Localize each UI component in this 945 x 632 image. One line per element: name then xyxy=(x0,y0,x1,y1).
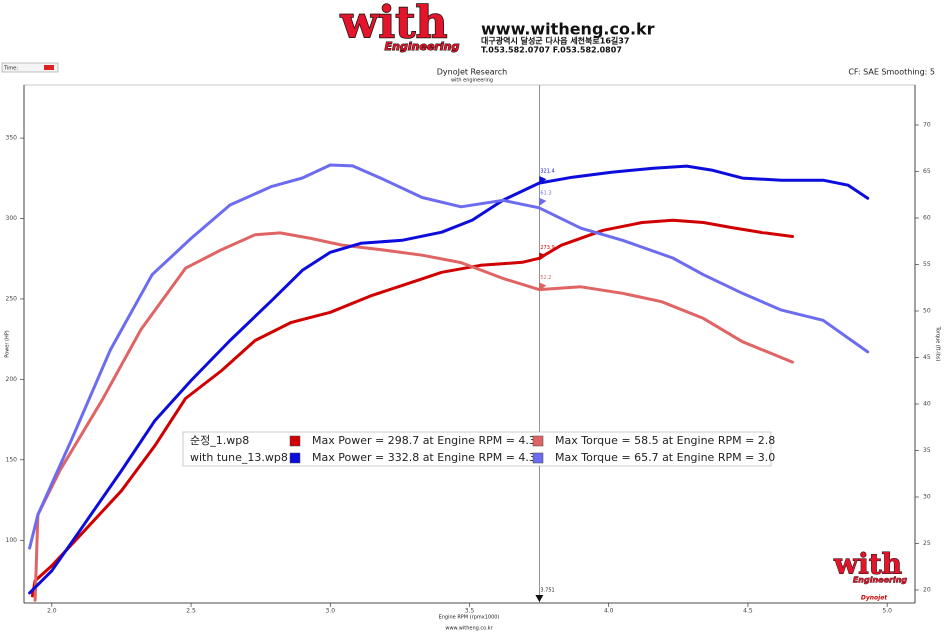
x-tick-label: 5.0 xyxy=(882,608,892,615)
x-axis-label: Engine RPM (rpmx1000) xyxy=(439,615,500,621)
cursor-readout: 273.9 xyxy=(540,245,554,251)
series-line xyxy=(30,218,794,598)
y2-tick-label: 65 xyxy=(923,168,931,175)
cursor-readout: 52.2 xyxy=(540,275,551,281)
plot-frame xyxy=(23,84,916,604)
logo: with xyxy=(340,0,448,49)
brand: Dynojet xyxy=(861,595,888,602)
y-tick-label: 200 xyxy=(6,376,18,383)
legend-entry: Max Torque = 58.5 at Engine RPM = 2.8 xyxy=(555,434,775,447)
y-tick-label: 250 xyxy=(6,295,18,302)
cursor-readout-marker xyxy=(539,282,547,291)
legend-box xyxy=(182,431,772,467)
legend-entry: Max Power = 298.7 at Engine RPM = 4.3 xyxy=(312,434,536,447)
time-indicator xyxy=(44,65,54,70)
y2-tick-label: 35 xyxy=(923,447,931,454)
y2-tick-label: 30 xyxy=(923,493,931,500)
y-tick-label: 150 xyxy=(6,456,18,463)
watermark: with xyxy=(833,548,902,581)
watermark-sub: Engineering xyxy=(853,576,908,585)
address: 대구광역시 달성군 다사읍 세천북로16길37 xyxy=(481,36,629,46)
chart-title: DynoJet Research xyxy=(437,68,508,77)
series-line xyxy=(28,164,870,595)
x-tick-label: 3.5 xyxy=(465,608,475,615)
cursor-readout: 321.4 xyxy=(540,169,554,175)
cursor-marker xyxy=(535,595,544,602)
legend-entry: Max Torque = 65.7 at Engine RPM = 3.0 xyxy=(555,451,775,464)
y-tick-label: 350 xyxy=(6,135,18,142)
y-tick-label: 100 xyxy=(6,537,18,544)
legend-file: with tune_13.wp8 xyxy=(190,451,288,464)
time-box xyxy=(1,62,59,73)
legend-swatch xyxy=(532,452,544,464)
x-tick-label: 3.0 xyxy=(326,608,336,615)
url: www.witheng.co.kr xyxy=(481,20,655,39)
legend-entry: Max Power = 332.8 at Engine RPM = 4.3 xyxy=(312,451,536,464)
legend-file: 순정_1.wp8 xyxy=(190,434,249,447)
x-tick-label: 2.0 xyxy=(47,608,57,615)
chart-subtitle: with engineering xyxy=(451,78,493,84)
legend-swatch xyxy=(289,452,301,464)
y2-axis-label: Torque (ft-lbs) xyxy=(935,326,941,362)
series-line xyxy=(28,163,870,550)
series-line xyxy=(33,231,794,602)
y2-tick-label: 25 xyxy=(923,540,931,547)
x-tick-label: 4.0 xyxy=(604,608,614,615)
cursor-readout-marker xyxy=(539,252,547,261)
cursor-readout: 61.3 xyxy=(540,190,551,196)
y-tick-label: 300 xyxy=(6,215,18,222)
y2-tick-label: 20 xyxy=(923,586,931,593)
legend-swatch xyxy=(289,435,301,447)
y2-tick-label: 50 xyxy=(923,307,931,314)
y2-tick-label: 40 xyxy=(923,400,931,407)
cursor-readout-marker xyxy=(539,176,547,185)
y2-tick-label: 45 xyxy=(923,354,931,361)
time-label: Time: xyxy=(3,66,18,72)
y-axis-label: Power (HP) xyxy=(5,330,11,357)
y2-tick-label: 55 xyxy=(923,261,931,268)
phone: T.053.582.0707 F.053.582.0807 xyxy=(481,46,622,55)
cursor-label: 3.751 xyxy=(540,588,554,594)
footer: www.witheng.co.kr xyxy=(445,626,493,632)
y2-tick-label: 70 xyxy=(923,121,931,128)
legend-swatch xyxy=(532,435,544,447)
logo-sub: Engineering xyxy=(385,40,460,53)
x-tick-label: 4.5 xyxy=(743,608,753,615)
chart-note: CF: SAE Smoothing: 5 xyxy=(848,68,935,77)
cursor-readout-marker xyxy=(539,197,547,206)
x-tick-label: 2.5 xyxy=(186,608,196,615)
y2-tick-label: 60 xyxy=(923,214,931,221)
